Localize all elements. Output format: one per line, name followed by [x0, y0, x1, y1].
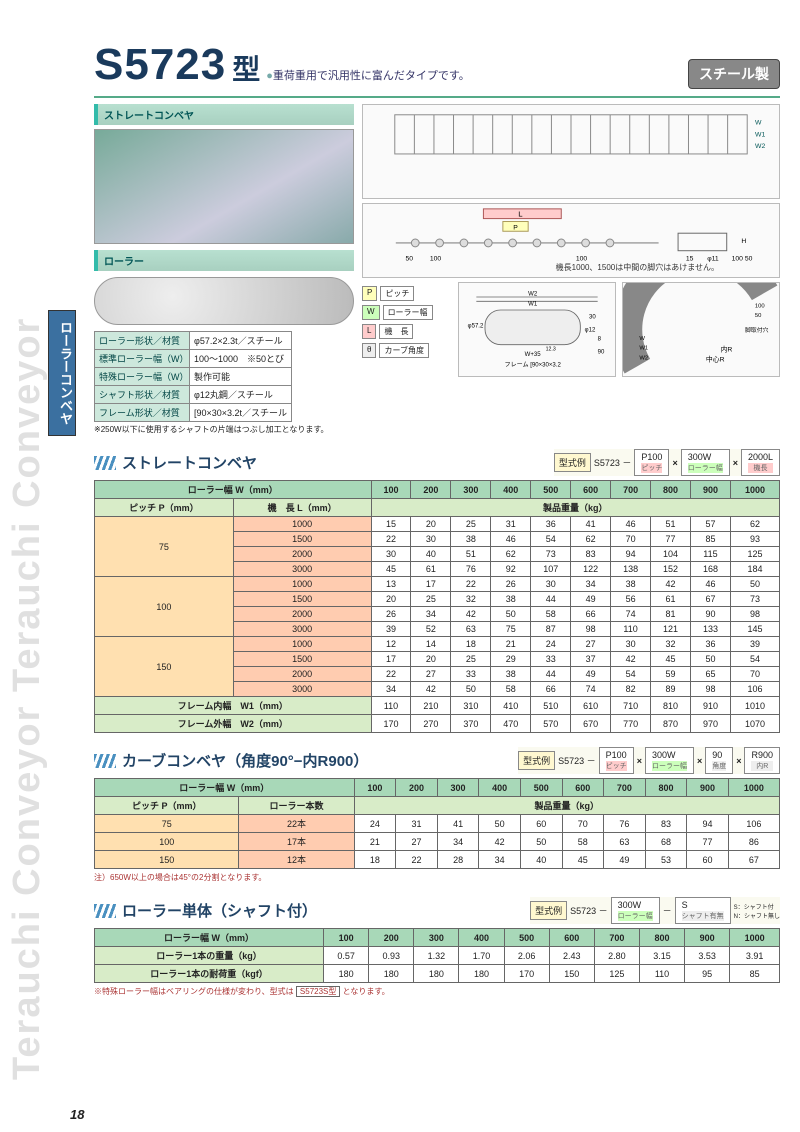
svg-text:W2: W2	[639, 355, 648, 361]
svg-text:100: 100	[755, 303, 766, 309]
svg-text:12.3: 12.3	[546, 347, 556, 353]
side-tab: ローラーコンベヤ	[48, 310, 76, 436]
spec-note: ※250W以下に使用するシャフトの片端はつぶし加工となります。	[94, 424, 354, 435]
roller-image-label: ローラー	[94, 250, 354, 271]
svg-text:8: 8	[598, 336, 602, 342]
svg-text:φ12: φ12	[585, 328, 596, 334]
svg-text:W: W	[755, 120, 762, 127]
svg-text:W1: W1	[639, 346, 648, 352]
section2-note: 注）650W以上の場合は45°の2分割となります。	[94, 872, 780, 883]
diagram-cross: W2 W1 φ57.2 φ12 30 8 90 W+35 12.3 フレーム […	[458, 282, 616, 377]
svg-text:フレーム [90×30×3.2: フレーム [90×30×3.2	[505, 361, 562, 368]
svg-text:中心R: 中心R	[706, 354, 725, 363]
svg-text:W2: W2	[528, 291, 538, 297]
section3-model-example: 型式例 S5723 － 300Wローラー幅 － Sシャフト有無 S：シャフト付 …	[530, 897, 780, 924]
svg-text:W+35: W+35	[525, 352, 542, 358]
tagline: 重荷重用で汎用性に富んだタイプです。	[266, 67, 470, 83]
svg-text:W2: W2	[755, 143, 765, 150]
svg-text:P: P	[513, 224, 518, 231]
diagram-side: 機長1000、1500は中間の脚穴はあけません。 L P 50100	[362, 203, 780, 278]
svg-text:L: L	[518, 210, 523, 219]
section1-table: ローラー幅 W（mm）10020030040050060070080090010…	[94, 480, 780, 733]
svg-text:内R: 内R	[721, 345, 733, 354]
section3-title: ローラー単体（シャフト付）	[122, 900, 317, 921]
section2-title: カーブコンベヤ（角度90°−内R900）	[122, 750, 368, 771]
roller-image	[94, 277, 354, 325]
straight-image-label: ストレートコンベヤ	[94, 104, 354, 125]
svg-text:H: H	[741, 238, 746, 245]
section1-title: ストレートコンベヤ	[122, 452, 257, 473]
straight-conveyor-image	[94, 129, 354, 244]
svg-text:50: 50	[755, 313, 762, 319]
svg-text:φ57.2: φ57.2	[468, 323, 484, 329]
section2-model-example: 型式例 S5723 － P100ピッチ × 300Wローラー幅 × 90角度 ×…	[518, 747, 780, 774]
section1-model-example: 型式例 S5723 － P100ピッチ × 300Wローラー幅 × 2000L機…	[554, 449, 780, 476]
model-suffix: 型	[232, 48, 260, 88]
section3-note: ※特殊ローラー幅はベアリングの仕様が変わり、型式は S5723S型 となります。	[94, 986, 780, 997]
section3-table: ローラー幅 W（mm）10020030040050060070080090010…	[94, 928, 780, 983]
svg-text:100 50: 100 50	[732, 255, 753, 262]
svg-text:50: 50	[406, 255, 414, 262]
svg-text:W1: W1	[755, 131, 765, 138]
svg-text:脚取付穴: 脚取付穴	[745, 326, 769, 334]
svg-text:W: W	[639, 336, 645, 342]
diagram-curve: 内R 中心R 100 50 脚取付穴 W W1 W2	[622, 282, 780, 377]
model-number: S5723	[94, 40, 226, 90]
svg-text:100: 100	[430, 255, 442, 262]
svg-text:90: 90	[598, 349, 605, 355]
material-badge: スチール製	[688, 59, 780, 89]
page-number: 18	[70, 1107, 84, 1122]
section2-table: ローラー幅 W（mm）10020030040050060070080090010…	[94, 778, 780, 869]
svg-text:30: 30	[589, 315, 596, 321]
spec-table: ローラー形状／材質φ57.2×2.3t／スチール標準ローラー幅（W）100～10…	[94, 331, 292, 422]
diagram-top: W W1 W2	[362, 104, 780, 199]
watermark: Terauchi Conveyor Terauchi Conveyor	[6, 0, 56, 1132]
svg-text:W1: W1	[528, 302, 538, 308]
